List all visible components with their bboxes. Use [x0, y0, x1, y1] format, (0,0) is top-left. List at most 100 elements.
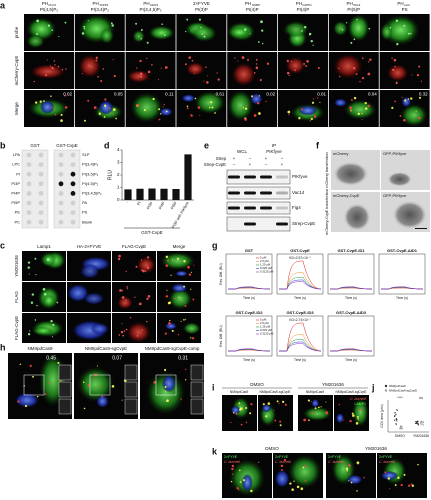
- vesicle: [83, 25, 86, 28]
- vesicle: [211, 106, 214, 109]
- vesicle: [279, 420, 282, 423]
- vesicle: [304, 480, 307, 482]
- cell: [380, 470, 399, 481]
- y-tick-label: 1: [117, 185, 120, 190]
- probe-domain: FAPP1: [303, 3, 313, 7]
- vesicle: [266, 62, 270, 65]
- vesicle: [103, 116, 106, 118]
- micrograph: [22, 313, 66, 343]
- cell: [42, 293, 56, 308]
- vesicle: [51, 336, 54, 338]
- vesicle: [265, 415, 268, 418]
- lipid-spot: [38, 152, 44, 158]
- vesicle: [27, 261, 31, 264]
- vesicle: [257, 101, 260, 105]
- panel-label: k: [212, 446, 218, 456]
- vesicle: [364, 101, 367, 105]
- vesicle: [164, 66, 168, 69]
- x-tick-label: PI5P: [170, 201, 178, 211]
- vesicle: [167, 259, 169, 262]
- legend-marker: [384, 389, 388, 392]
- strain-label: NMIIpdCas9: [306, 390, 324, 394]
- ip-label: IP: [272, 143, 276, 148]
- vesicle: [308, 419, 310, 422]
- micrograph: [328, 14, 379, 51]
- bar: [172, 189, 180, 200]
- vesicle: [191, 59, 194, 62]
- probe-domain: GRP1: [150, 3, 159, 7]
- vesicle: [352, 414, 355, 417]
- vesicle: [201, 33, 203, 35]
- sensorgram: [279, 272, 322, 290]
- y-axis-label: RLU: [107, 170, 113, 180]
- micrograph: [379, 14, 430, 51]
- cell: [130, 92, 163, 123]
- vesicle: [357, 418, 359, 420]
- strain-label: NMIIpdCas9-sgCvpE: [260, 390, 292, 394]
- vesicle: [158, 108, 161, 111]
- micrograph: [379, 90, 430, 127]
- dot: [394, 419, 396, 421]
- vesicle: [301, 30, 303, 32]
- cell: [231, 62, 256, 87]
- dot: [401, 426, 403, 428]
- vesicle: [338, 67, 340, 70]
- vesicle: [260, 20, 263, 24]
- vesicle: [408, 484, 411, 487]
- cell: [347, 14, 370, 42]
- plot-frame: [276, 315, 324, 357]
- colocalization: 0.01: [317, 92, 326, 97]
- cell: [392, 200, 428, 230]
- plot-title: GST-CvpE-ID2: [235, 310, 263, 315]
- vesicle: [401, 96, 403, 98]
- cell: [161, 374, 177, 393]
- vesicle: [296, 485, 300, 489]
- vesicle: [188, 56, 192, 59]
- probe-name: PH: [245, 1, 251, 6]
- cell: [168, 288, 192, 310]
- vesicle: [57, 65, 60, 68]
- vesicle: [134, 296, 136, 298]
- plot-title: GST-CvpE-ID3: [286, 310, 314, 315]
- vesicle: [403, 473, 406, 476]
- cell: [127, 69, 151, 83]
- vesicle: [231, 473, 234, 475]
- legend-label: 2.5 μM: [260, 259, 269, 263]
- vesicle: [47, 24, 51, 27]
- vesicle: [27, 333, 31, 336]
- vesicle: [36, 395, 39, 398]
- membrane-label: GST: [30, 143, 40, 148]
- vesicle: [237, 60, 239, 62]
- vesicle: [102, 68, 105, 70]
- vesicle: [249, 33, 251, 35]
- vesicle: [393, 58, 397, 62]
- vesicle: [294, 69, 296, 72]
- treatment-label: YM201636: [322, 382, 344, 387]
- inset: [190, 398, 204, 415]
- vesicle: [231, 464, 235, 468]
- vesicle: [165, 255, 169, 259]
- vesicle: [349, 473, 351, 475]
- vesicle: [143, 108, 146, 111]
- plot-title: GST-CvpE-ΔID3: [336, 310, 367, 315]
- lipid: PI(5)P: [347, 7, 360, 12]
- vesicle: [190, 288, 192, 290]
- micrograph: [273, 453, 323, 498]
- vesicle: [305, 65, 308, 68]
- cell: [132, 29, 145, 43]
- bar: [148, 188, 156, 200]
- vesicle: [261, 29, 264, 32]
- cell: [274, 469, 290, 488]
- vesicle: [36, 19, 40, 23]
- treatment-label: YM201636: [365, 446, 387, 451]
- vesicle: [176, 257, 179, 260]
- vesicle: [166, 399, 169, 403]
- vesicle: [341, 29, 344, 31]
- vesicle: [29, 330, 31, 332]
- vesicle: [120, 330, 124, 334]
- vesicle: [121, 399, 123, 401]
- vesicle: [343, 463, 346, 465]
- lipid-spot: [70, 171, 76, 177]
- sensorgram: [279, 334, 322, 352]
- x-axis-label: Time (s): [396, 296, 408, 300]
